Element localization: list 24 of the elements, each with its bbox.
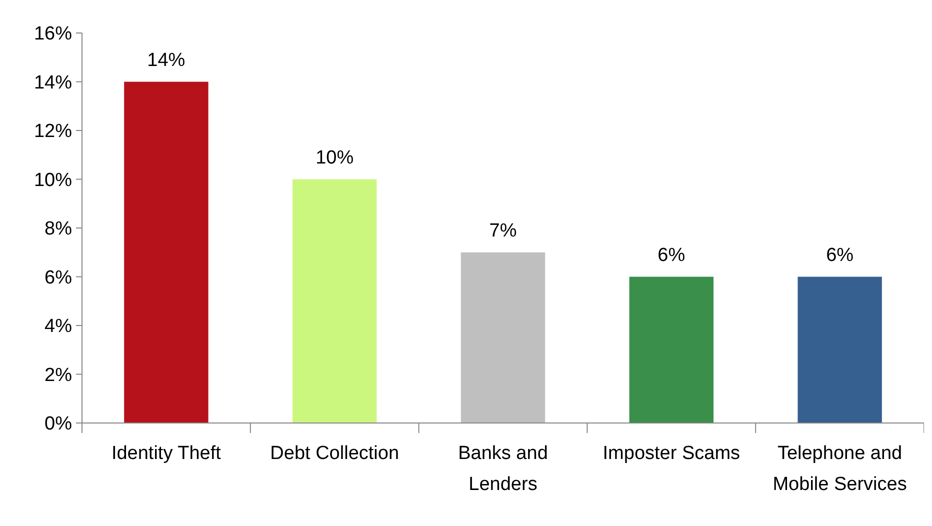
y-tick-label: 2% xyxy=(44,364,72,386)
data-label: 7% xyxy=(489,220,517,242)
y-tick-label: 16% xyxy=(34,24,72,45)
y-tick-label: 14% xyxy=(34,72,72,94)
bar xyxy=(798,276,882,423)
bar xyxy=(460,252,546,423)
data-label: 14% xyxy=(147,50,186,71)
y-tick-label: 12% xyxy=(34,121,72,142)
y-tick-label: 8% xyxy=(44,218,72,240)
x-tick-label: Debt Collection xyxy=(270,443,400,464)
x-tick-label: Banks and Lenders xyxy=(458,443,548,495)
x-tick-label: Telephone and Mobile Services xyxy=(772,443,907,495)
x-tick-label: Imposter Scams xyxy=(602,443,740,464)
y-tick-label: 0% xyxy=(44,414,72,435)
y-tick-label: 4% xyxy=(44,316,72,338)
y-tick-label: 10% xyxy=(34,170,72,191)
bar xyxy=(124,82,208,423)
y-tick-label: 6% xyxy=(44,267,72,288)
bar xyxy=(629,276,714,423)
bar xyxy=(292,179,377,423)
data-label: 10% xyxy=(316,147,354,168)
data-label: 6% xyxy=(658,244,686,266)
x-tick-label: Identity Theft xyxy=(111,443,222,464)
data-label: 6% xyxy=(826,244,854,266)
